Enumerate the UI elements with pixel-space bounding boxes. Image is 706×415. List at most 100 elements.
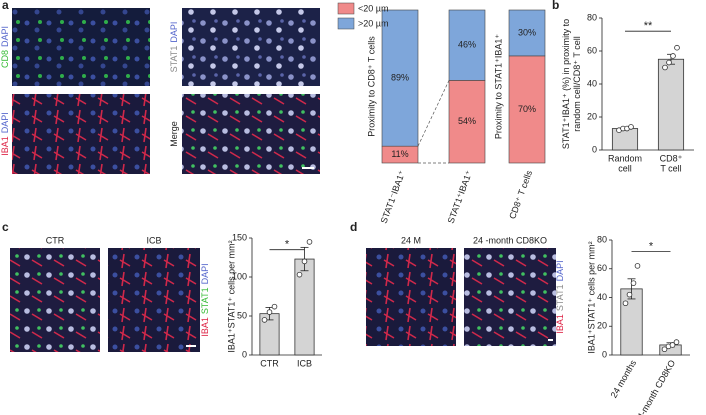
micrograph (464, 248, 556, 346)
x-tick-label: Random (608, 153, 642, 163)
data-point (630, 280, 637, 286)
image-label: CD8 DAPI (0, 26, 10, 68)
label-part: DAPI (169, 22, 179, 43)
panel-letter: a (2, 0, 9, 12)
label-part: CD8 (0, 50, 10, 68)
image-label: IBA1 DAPI (0, 112, 10, 156)
significance-label: * (649, 240, 654, 252)
data-point (622, 300, 629, 307)
label-part: IBA1 (200, 317, 210, 337)
data-point (674, 44, 680, 51)
image-label: STAT1 DAPI (169, 22, 179, 73)
value-label: 54% (458, 116, 476, 126)
y-tick-label: 0 (602, 349, 607, 359)
data-point (266, 309, 273, 315)
micrograph (182, 94, 320, 174)
bar-segment (381, 9, 419, 147)
y-tick-label: 60 (597, 263, 607, 273)
micrograph (108, 248, 200, 352)
bar-segment (448, 80, 486, 164)
legend-label: >20 µm (358, 18, 388, 28)
label-part: DAPI (200, 263, 210, 284)
bar (611, 128, 639, 151)
data-point (661, 346, 668, 353)
label-part: IBA1 (555, 314, 565, 334)
x-tick-label: STAT1⁻IBA1⁺ (379, 169, 408, 225)
value-label: 46% (458, 40, 476, 50)
micrograph (182, 8, 320, 86)
image-title: 24 M (401, 235, 421, 245)
panel-letter: d (350, 220, 357, 234)
label-part: Merge (169, 121, 179, 147)
y-tick-label: 100 (232, 271, 247, 281)
data-point (666, 59, 672, 66)
x-tick-label: ICB (297, 358, 312, 368)
panel-letter: c (2, 220, 9, 234)
label-part: STAT1 (169, 46, 179, 73)
y-axis-label: IBA1⁺STAT1⁺ cells per mm² (586, 241, 596, 353)
data-point (296, 271, 303, 278)
y-tick-label: 20 (597, 321, 607, 331)
y-tick-label: 150 (232, 232, 247, 242)
y-tick-label: 80 (597, 234, 607, 244)
legend-swatch (337, 17, 355, 30)
y-axis-label: STAT1⁺IBA1⁺ (%) in proximity to (561, 19, 571, 149)
image-title: 24 -month CD8KO (473, 235, 547, 245)
image-label: Merge (169, 121, 179, 147)
micrograph (10, 248, 100, 352)
label-part: STAT1 (555, 284, 565, 311)
x-tick-label: T cell (660, 163, 681, 173)
value-label: 89% (391, 72, 409, 82)
significance-label: ** (644, 20, 653, 32)
x-tick-label: CD8⁺ (660, 153, 683, 163)
value-label: 70% (518, 104, 536, 114)
data-point (670, 53, 676, 59)
value-label: 11% (391, 149, 408, 159)
data-point (673, 339, 680, 345)
connector (417, 80, 450, 147)
x-tick-label: 24 months (609, 358, 639, 400)
data-point (634, 263, 641, 269)
label-part: DAPI (0, 26, 10, 47)
y-tick-label: 40 (597, 292, 607, 302)
micrograph (12, 8, 150, 86)
y-axis-label: IBA1⁺STAT1⁺ cells per mm² (226, 240, 236, 352)
bar (657, 58, 685, 151)
micrograph (12, 94, 150, 174)
data-point (662, 64, 668, 71)
y-tick-label: 0 (592, 144, 597, 154)
image-label: IBA1 STAT1 DAPI (555, 260, 565, 333)
image-title: ICB (146, 235, 161, 245)
label-part: IBA1 (0, 136, 10, 156)
x-tick-label: STAT1⁺IBA1⁺ (446, 169, 475, 225)
data-point (271, 303, 278, 310)
y-tick-label: 0 (242, 349, 247, 359)
y-tick-label: 20 (587, 111, 597, 121)
label-part: DAPI (0, 112, 10, 133)
y-tick-label: 40 (587, 78, 597, 88)
panel-letter: b (552, 0, 559, 12)
x-tick-label: CTR (260, 358, 279, 368)
y-tick-label: 80 (587, 12, 597, 22)
y-axis-label: random cell/CD8⁺ T cell (572, 36, 582, 131)
data-point (669, 342, 676, 348)
bar-segment (508, 9, 546, 57)
y-tick-label: 60 (587, 45, 597, 55)
image-title: CTR (46, 235, 65, 245)
value-label: 30% (518, 27, 536, 37)
legend-label: <20 µm (358, 3, 388, 13)
image-label: IBA1 STAT1 DAPI (200, 263, 210, 336)
x-tick-label: 24-month CD8KO (633, 358, 677, 415)
x-tick-label: cell (618, 163, 632, 173)
micrograph (366, 248, 456, 346)
data-point (301, 258, 308, 265)
label-part: DAPI (555, 260, 565, 281)
data-point (628, 124, 634, 130)
data-point (261, 317, 268, 323)
label-part: STAT1 (200, 287, 210, 314)
data-point (306, 239, 313, 245)
legend-swatch (337, 2, 355, 15)
significance-label: * (285, 239, 290, 251)
y-tick-label: 50 (237, 310, 247, 320)
